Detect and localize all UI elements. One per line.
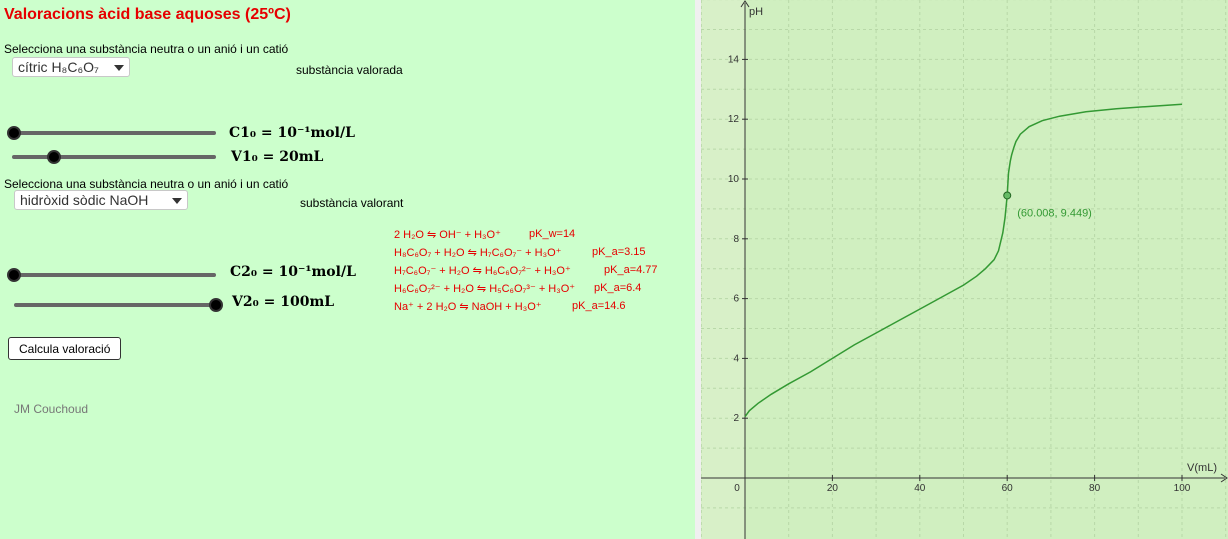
v2-label: V2₀ = 100mL [232,294,335,310]
x-tick-label: 100 [1174,483,1191,494]
x-tick-label: 60 [1002,483,1014,494]
titrand-role: substància valorada [296,63,403,77]
x-tick-label: 80 [1089,483,1101,494]
titrand-dropdown[interactable]: cítric H₈C₆O₇ [12,57,130,77]
equation-constant: pK_a=3.15 [592,246,646,258]
y-tick-label: 8 [733,234,739,245]
x-tick-label: 40 [914,483,926,494]
titrand-selected: cítric H₈C₆O₇ [18,59,99,75]
v1-label: V1₀ = 20mL [231,149,324,165]
c2-slider-track[interactable] [10,273,216,277]
equation-reaction: Na⁺ + 2 H₂O ⇋ NaOH + H₃O⁺ [394,301,542,313]
c2-label: C2₀ = 10⁻¹mol/L [230,264,356,280]
v1-slider-knob[interactable] [47,150,61,164]
y-tick-label: 10 [728,174,740,185]
panel-divider[interactable] [695,0,701,539]
x-tick-label: 20 [827,483,839,494]
c1-slider-knob[interactable] [7,126,21,140]
chevron-down-icon [172,198,182,204]
equation-reaction: 2 H₂O ⇋ OH⁻ + H₃O⁺ [394,229,501,241]
c1-slider-track[interactable] [10,131,216,135]
v2-slider-track[interactable] [14,303,216,307]
equation-constant: pK_a=6.4 [594,282,642,294]
chevron-down-icon [114,65,124,71]
y-axis-arrow [740,0,750,8]
titrant-dropdown[interactable]: hidròxid sòdic NaOH [14,190,188,210]
graph-view[interactable]: 0 20 40 60 80 100 2 4 6 8 10 12 14 pH V(mL) (60.008, 9.… [701,0,1228,539]
y-tick-label: 4 [733,353,739,364]
titrant-prompt: Selecciona una substància neutra o un an… [4,177,289,191]
x-axis-label: V(mL) [1187,462,1217,474]
equation-reaction: H₈C₆O₇ + H₂O ⇋ H₇C₆O₇⁻ + H₃O⁺ [394,247,562,259]
titrant-selected: hidròxid sòdic NaOH [20,192,149,208]
titrand-prompt: Selecciona una substància neutra o un an… [4,42,289,56]
calculate-button[interactable]: Calcula valoració [8,337,122,360]
v2-slider-knob[interactable] [209,298,223,312]
x-axis-arrow [1220,473,1228,483]
equation-reaction: H₆C₆O₇²⁻ + H₂O ⇋ H₅C₆O₇³⁻ + H₃O⁺ [394,283,576,295]
author-credit: JM Couchoud [14,402,89,416]
equation-constant: pK_a=4.77 [604,264,658,276]
x-tick-label: 0 [734,483,740,494]
plot-area [745,0,1228,539]
c2-slider-knob[interactable] [7,268,21,282]
titration-chart[interactable]: 0 20 40 60 80 100 2 4 6 8 10 12 14 pH V(mL) (60.008, 9.… [701,0,1228,539]
y-tick-label: 6 [733,294,739,305]
v1-slider-track[interactable] [12,155,216,159]
y-tick-label: 2 [733,413,739,424]
titration-curve [744,103,1183,418]
y-axis-label: pH [749,6,763,18]
equation-reaction: H₇C₆O₇⁻ + H₂O ⇋ H₆C₆O₇²⁻ + H₃O⁺ [394,265,571,277]
c1-label: C1₀ = 10⁻¹mol/L [229,125,355,141]
titrant-role: substància valorant [300,196,404,210]
equation-constant: pK_w=14 [529,228,576,240]
equivalence-point-label: (60.008, 9.449) [1017,207,1092,219]
equation-constant: pK_a=14.6 [572,300,626,312]
page-title: Valoracions àcid base aquoses (25ºC) [4,6,291,23]
y-tick-label: 14 [728,54,740,65]
control-panel: Valoracions àcid base aquoses (25ºC) Sel… [0,0,695,539]
y-tick-label: 12 [728,114,740,125]
equivalence-point [1003,191,1012,200]
